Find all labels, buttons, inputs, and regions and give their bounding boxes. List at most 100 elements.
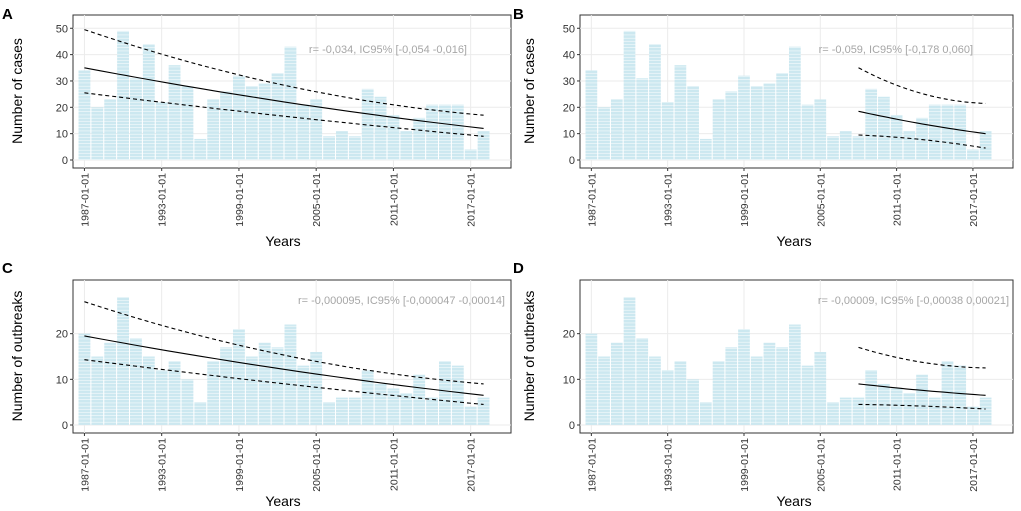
bar-1989 [610,99,623,160]
fit-line [858,383,986,396]
bar-2017 [464,406,477,425]
bar-2002 [271,347,284,425]
y-tick-label: 50 [56,23,68,35]
correlation-annotation: r= -0,000095, IC95% [-0,000047 -0,00014] [298,295,505,307]
bar-2004 [297,365,310,425]
bar-1987 [585,70,598,160]
bar-1998 [725,91,738,160]
bar-2005 [310,99,323,160]
bar-1987 [78,333,91,425]
bar-1988 [598,356,610,425]
bar-2017 [464,149,477,160]
bar-2014 [928,104,941,160]
bar-2016 [451,365,464,425]
bar-2013 [413,117,426,160]
y-tick-label: 20 [563,329,575,341]
bar-2005 [310,351,323,425]
bar-2012 [400,131,413,160]
bar-2016 [954,365,967,425]
y-tick-label: 30 [56,76,68,88]
bar-1998 [725,347,738,425]
bar-1997 [207,361,220,425]
bar-1995 [687,86,699,160]
bar-1993 [661,370,674,425]
bar-2015 [439,361,451,425]
bar-2010 [878,383,890,425]
bar-2008 [348,136,361,160]
bar-2001 [763,83,776,160]
x-tick-label: 1999-01-01 [739,173,751,227]
bar-1996 [194,402,207,425]
bar-2013 [916,374,928,425]
y-tick-label: 0 [569,155,575,167]
bar-2007 [336,131,348,160]
bar-1989 [104,342,117,425]
x-tick-label: 1987-01-01 [79,173,91,227]
bar-1991 [636,78,649,160]
x-tick-label: 1999-01-01 [234,173,246,227]
bar-2009 [865,88,878,160]
bar-2007 [839,131,852,160]
ci-upper-line [84,301,484,385]
bar-2014 [426,397,438,425]
bar-2010 [374,383,387,425]
bar-2006 [827,136,839,160]
bar-2018 [477,397,490,425]
bar-2000 [750,356,763,425]
bar-2004 [801,365,814,425]
y-tick-label: 0 [62,420,68,432]
bar-2001 [258,342,271,425]
bar-2009 [361,370,374,425]
correlation-annotation: r= -0,00009, IC95% [-0,00038 0,00021] [818,295,1009,307]
panel-letter: B [513,6,524,23]
bar-2007 [839,397,852,425]
ci-upper-line [858,346,986,369]
ci-lower-line [858,403,986,410]
bar-2011 [387,115,400,160]
y-axis-title: Number of outbreaks [9,291,25,422]
y-tick-label: 10 [56,374,68,386]
bar-1997 [712,99,725,160]
bar-1989 [104,99,117,160]
bar-1993 [155,370,168,425]
x-tick-label: 2011-01-01 [892,438,904,491]
bar-2012 [903,131,916,160]
bar-1990 [623,297,636,425]
bar-2002 [776,347,788,425]
x-tick-label: 1993-01-01 [663,173,675,227]
bar-1994 [168,361,181,425]
bar-1995 [687,379,699,425]
x-axis-title: Years [776,493,811,509]
x-tick-label: 2017-01-01 [968,438,980,492]
bar-2014 [928,397,941,425]
x-tick-label: 2017-01-01 [968,173,980,227]
y-axis-title: Number of cases [521,38,537,144]
x-tick-label: 1987-01-01 [79,438,91,492]
bar-2003 [789,46,801,160]
bar-2000 [245,356,258,425]
bar-2002 [776,73,788,160]
bar-1996 [699,402,712,425]
panel-d: 0 10 20 1987-01-01 1993-01-01 1999-01-01 2005-… [513,260,1014,509]
bar-2004 [801,104,814,160]
x-tick-label: 2011-01-01 [388,438,400,491]
bar-1990 [623,30,636,161]
bar-2003 [789,324,801,425]
bar-1999 [738,75,750,160]
panel-letter: C [2,260,13,277]
x-axis-title: Years [265,233,300,249]
y-tick-label: 20 [56,329,68,341]
y-tick-label: 20 [563,102,575,114]
bar-2017 [967,149,979,160]
y-tick-label: 50 [563,23,575,35]
bar-1991 [130,338,142,425]
bar-2006 [323,136,335,160]
x-tick-label: 2005-01-01 [311,438,323,492]
y-tick-label: 0 [62,155,68,167]
bar-1988 [91,107,104,160]
y-tick-label: 0 [569,420,575,432]
bar-2002 [271,73,284,160]
bar-1999 [738,329,750,425]
bar-2015 [439,104,451,160]
